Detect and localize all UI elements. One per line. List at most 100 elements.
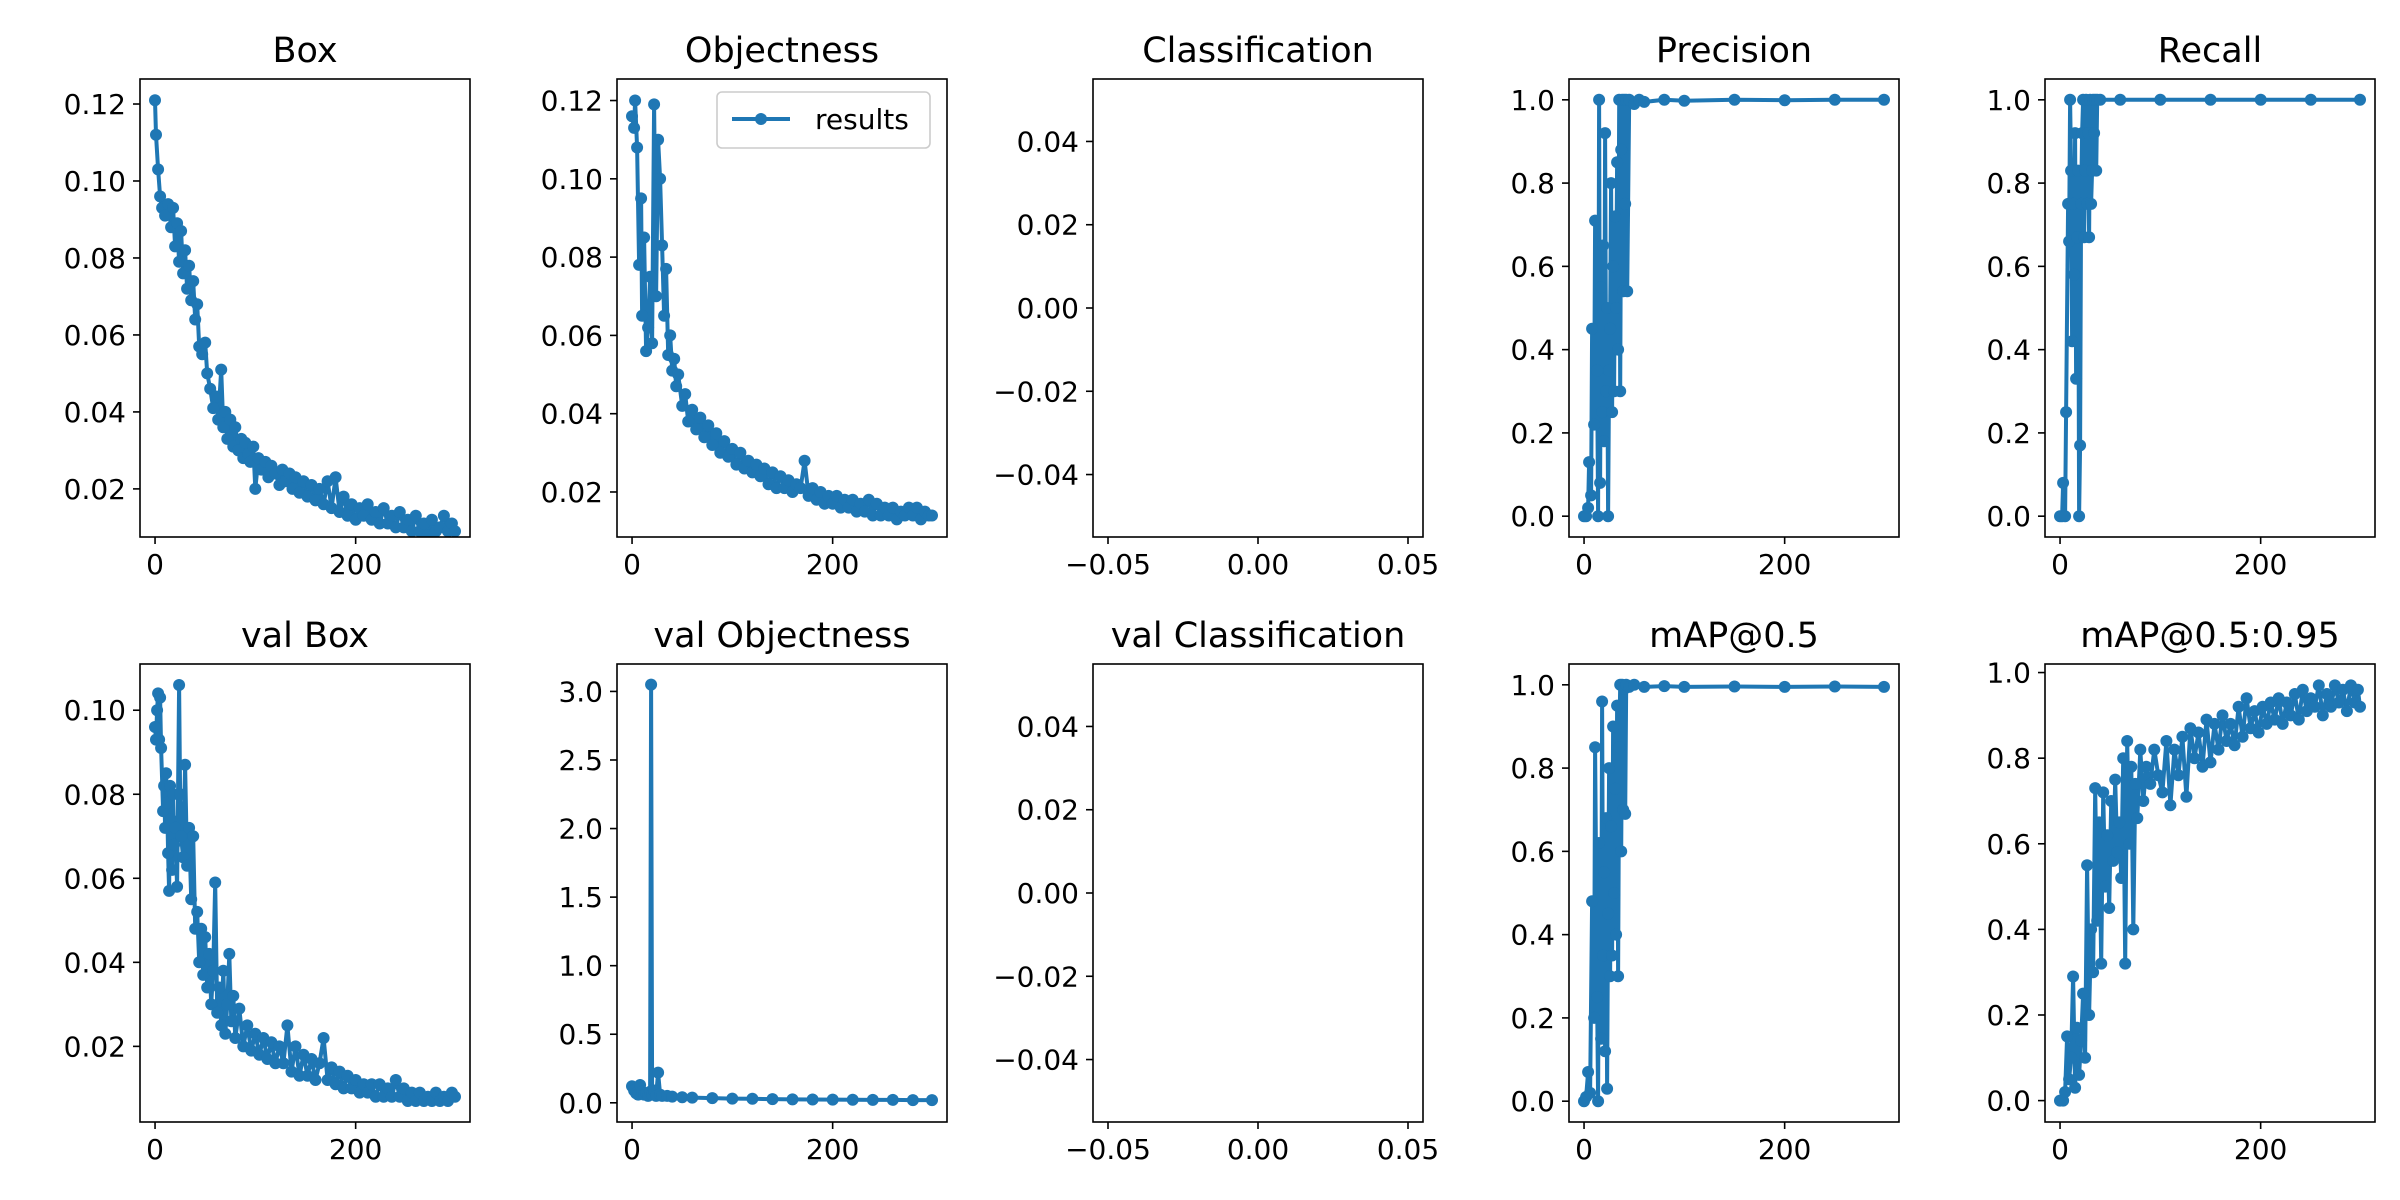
x-tick-label: 0 bbox=[623, 548, 641, 581]
y-tick-label: 0.4 bbox=[1510, 334, 1555, 367]
data-point bbox=[1583, 456, 1596, 469]
y-tick-label: 0.04 bbox=[541, 398, 603, 431]
data-point bbox=[1604, 322, 1617, 335]
data-point bbox=[629, 94, 642, 107]
y-tick-label: 0.10 bbox=[541, 163, 603, 196]
data-point bbox=[926, 509, 938, 522]
y-tick-label: 1.0 bbox=[1510, 669, 1555, 702]
data-point bbox=[706, 439, 719, 451]
y-tick-label: 0.2 bbox=[1986, 417, 2031, 450]
data-point bbox=[2061, 1030, 2074, 1043]
data-point bbox=[2154, 93, 2167, 106]
data-point bbox=[2125, 760, 2138, 773]
data-point bbox=[1606, 949, 1619, 962]
data-point bbox=[2156, 786, 2169, 799]
data-point bbox=[1658, 680, 1671, 693]
data-point bbox=[179, 758, 192, 771]
subplot-title: Box bbox=[272, 31, 337, 71]
data-point bbox=[2060, 406, 2073, 419]
data-point bbox=[1599, 127, 1612, 140]
data-point bbox=[2090, 164, 2103, 177]
data-point bbox=[1609, 782, 1622, 795]
series-results bbox=[2054, 679, 2366, 1107]
data-point bbox=[906, 1094, 919, 1107]
data-point bbox=[2079, 1051, 2092, 1064]
data-point bbox=[2066, 335, 2079, 348]
y-tick-label: 0.12 bbox=[64, 88, 126, 121]
y-tick-label: 0.02 bbox=[1017, 794, 1079, 827]
data-point bbox=[361, 498, 374, 511]
y-tick-label: 1.0 bbox=[1986, 657, 2031, 690]
data-point bbox=[160, 767, 173, 780]
data-point bbox=[1602, 907, 1615, 920]
series-results bbox=[1578, 93, 1890, 523]
data-point bbox=[227, 989, 240, 1002]
legend-marker bbox=[755, 113, 767, 125]
data-point bbox=[2252, 726, 2265, 739]
x-tick-label: 200 bbox=[806, 1133, 859, 1166]
data-point bbox=[734, 446, 747, 459]
data-point bbox=[2074, 439, 2087, 452]
data-point bbox=[2085, 923, 2098, 936]
y-tick-label: 0.8 bbox=[1510, 752, 1555, 785]
data-point bbox=[2131, 812, 2144, 825]
y-tick-label: −0.02 bbox=[993, 375, 1079, 408]
data-point bbox=[210, 390, 223, 403]
data-point bbox=[1607, 260, 1620, 273]
y-tick-label: 2.0 bbox=[558, 813, 603, 846]
y-tick-label: 0.04 bbox=[1017, 710, 1079, 743]
y-tick-label: −0.04 bbox=[993, 1044, 1079, 1077]
data-point bbox=[211, 1006, 224, 1019]
y-tick-label: 0.06 bbox=[64, 862, 126, 895]
data-point bbox=[273, 1040, 286, 1053]
x-tick-label: 200 bbox=[2234, 548, 2287, 581]
data-point bbox=[846, 1093, 859, 1106]
axes-frame bbox=[2044, 78, 2376, 538]
data-point bbox=[2254, 93, 2267, 106]
axes-frame bbox=[139, 78, 471, 538]
x-tick-label: 0.05 bbox=[1377, 548, 1439, 581]
data-point bbox=[633, 258, 646, 271]
data-point bbox=[1601, 1082, 1614, 1095]
data-point bbox=[329, 471, 342, 484]
data-point bbox=[926, 1094, 938, 1107]
data-point bbox=[1610, 302, 1623, 314]
data-point bbox=[2232, 700, 2245, 713]
data-point bbox=[2127, 923, 2140, 936]
data-point bbox=[2123, 837, 2136, 850]
y-tick-label: 0.0 bbox=[558, 1087, 603, 1120]
y-tick-label: 0.12 bbox=[541, 85, 603, 118]
subplot-title: Recall bbox=[2158, 31, 2262, 71]
y-tick-label: 0.10 bbox=[64, 694, 126, 727]
subplot-title: val Box bbox=[241, 616, 369, 656]
y-tick-label: 0.08 bbox=[64, 242, 126, 275]
y-tick-label: 2.5 bbox=[558, 744, 603, 777]
data-point bbox=[154, 691, 167, 704]
data-point bbox=[2083, 1009, 2096, 1021]
data-point bbox=[1603, 364, 1616, 377]
data-point bbox=[1678, 94, 1691, 107]
y-tick-label: 0.2 bbox=[1510, 1002, 1555, 1035]
axes-frame bbox=[1092, 78, 1424, 538]
axes-frame bbox=[616, 78, 948, 538]
data-point bbox=[203, 947, 216, 960]
data-point bbox=[2073, 510, 2086, 523]
data-point bbox=[666, 1090, 679, 1103]
subplot-precision: Precision 0 200 0.0 0.2 0.4 0.6 0.8 1.0 bbox=[1510, 31, 1900, 581]
data-point bbox=[241, 1019, 254, 1032]
data-point bbox=[152, 163, 165, 176]
data-point bbox=[1594, 476, 1607, 489]
data-point bbox=[2144, 777, 2157, 790]
data-point bbox=[179, 244, 192, 257]
y-tick-label: 0.6 bbox=[1986, 250, 2031, 283]
data-point bbox=[648, 98, 661, 111]
data-point bbox=[173, 679, 186, 691]
data-point bbox=[886, 1093, 899, 1106]
y-tick-label: 0.00 bbox=[1017, 292, 1079, 325]
data-point bbox=[161, 796, 174, 809]
data-point bbox=[2240, 692, 2253, 705]
data-point bbox=[2160, 735, 2173, 747]
series-results bbox=[2054, 93, 2366, 523]
data-point bbox=[2065, 1051, 2078, 1064]
data-point bbox=[2354, 93, 2366, 106]
